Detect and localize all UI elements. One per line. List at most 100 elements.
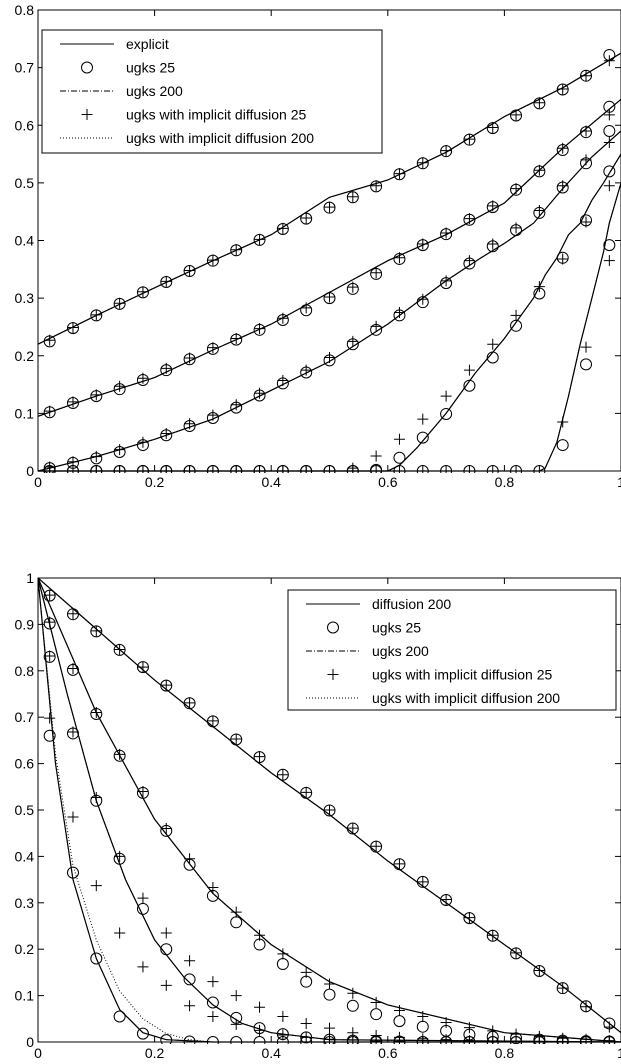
implicit-diffusion-25-point (440, 1036, 452, 1044)
plot-area (38, 48, 621, 473)
implicit-diffusion-25-point (207, 881, 219, 893)
implicit-diffusion-25-point (114, 643, 126, 655)
x-tick-label: 1 (617, 1045, 621, 1061)
implicit-diffusion-25-point (580, 154, 592, 166)
implicit-diffusion-25-point (300, 212, 312, 224)
implicit-diffusion-25-point (510, 1036, 522, 1044)
implicit-diffusion-25-point (137, 892, 149, 904)
implicit-diffusion-25-point (370, 180, 382, 192)
implicit-diffusion-25-point (184, 465, 196, 473)
implicit-diffusion-25-point (417, 1010, 429, 1022)
implicit-diffusion-25-point (300, 465, 312, 473)
implicit-diffusion-25-point (603, 137, 615, 149)
ugks-25-point (603, 239, 616, 252)
implicit-diffusion-25-point (557, 1036, 569, 1044)
implicit-diffusion-25-point (230, 465, 242, 473)
implicit-diffusion-25-point (300, 966, 312, 978)
ugks-25-point (183, 1035, 196, 1044)
implicit-diffusion-25-point (557, 142, 569, 154)
implicit-diffusion-25-point (114, 297, 126, 309)
legend-label: ugks 200 (126, 83, 183, 99)
implicit-diffusion-25-point (440, 145, 452, 157)
legend-label: ugks with implicit diffusion 200 (372, 690, 560, 706)
implicit-diffusion-25-point (417, 238, 429, 250)
ugks-25-point (206, 996, 219, 1009)
ugks-25-point (90, 952, 103, 965)
implicit-diffusion-25-point (393, 307, 405, 319)
ugks-25-point (183, 973, 196, 986)
implicit-diffusion-25-point (533, 164, 545, 176)
y-tick-label: 0 (26, 463, 34, 479)
implicit-diffusion-25-point (557, 416, 569, 428)
ugks-25-point (253, 1036, 266, 1044)
implicit-diffusion-25-point (393, 1004, 405, 1016)
implicit-diffusion-25-point (67, 726, 79, 738)
implicit-diffusion-25-point (463, 1036, 475, 1044)
implicit-diffusion-25-point (324, 804, 335, 816)
ugks-25-point (393, 451, 406, 464)
reference-curve (38, 182, 621, 472)
x-tick-label: 0.8 (495, 474, 515, 490)
implicit-diffusion-25-point (114, 850, 126, 862)
y-tick-label: 0.9 (15, 616, 35, 632)
implicit-diffusion-25-point (254, 465, 266, 473)
implicit-diffusion-25-point (370, 997, 382, 1009)
implicit-diffusion-25-point (324, 1022, 335, 1034)
implicit-diffusion-25-point (137, 372, 149, 384)
implicit-diffusion-25-point (160, 362, 172, 374)
implicit-diffusion-25-point (137, 785, 149, 797)
implicit-diffusion-25-point (90, 451, 102, 463)
implicit-diffusion-25-point (603, 1021, 615, 1033)
y-tick-label: 0 (26, 1034, 34, 1050)
implicit-diffusion-25-point (184, 853, 196, 865)
implicit-diffusion-25-point (440, 465, 452, 473)
ugks-25-point (113, 1010, 126, 1023)
implicit-diffusion-25-point (230, 332, 242, 344)
y-tick-label: 0.2 (15, 348, 35, 364)
implicit-diffusion-25-point (184, 352, 196, 364)
y-tick-label: 0.4 (15, 233, 35, 249)
y-tick-label: 0.1 (15, 405, 35, 421)
implicit-diffusion-25-point (370, 465, 382, 473)
implicit-diffusion-25-point (487, 238, 499, 250)
ugks-25-point (276, 958, 289, 971)
x-tick-label: 0 (34, 1045, 42, 1061)
implicit-diffusion-25-point (184, 955, 196, 967)
implicit-diffusion-25-point (114, 465, 126, 473)
ugks-25-point (416, 431, 429, 444)
ugks-25-point (43, 729, 56, 742)
implicit-diffusion-25-point (533, 965, 545, 977)
y-tick-label: 0.1 (15, 988, 35, 1004)
implicit-diffusion-25-point (580, 1001, 592, 1013)
implicit-diffusion-25-point (114, 444, 126, 456)
ugks-25-point (440, 407, 453, 420)
implicit-diffusion-25-point (324, 291, 335, 303)
implicit-diffusion-25-point (557, 253, 569, 265)
legend-label: ugks 200 (372, 643, 429, 659)
legend-label: ugks with implicit diffusion 25 (372, 667, 552, 683)
implicit-diffusion-25-point (440, 894, 452, 906)
implicit-diffusion-200-curve (38, 577, 213, 1043)
implicit-diffusion-25-point (207, 465, 219, 473)
implicit-diffusion-25-point (184, 697, 196, 709)
implicit-diffusion-200-curve (38, 52, 621, 345)
ugks-25-point (230, 1036, 243, 1044)
implicit-diffusion-25-point (463, 364, 475, 376)
implicit-diffusion-25-point (533, 205, 545, 217)
implicit-diffusion-25-point (160, 428, 172, 440)
y-tick-label: 0.7 (15, 60, 35, 76)
legend-label: explicit (126, 36, 169, 52)
implicit-diffusion-25-point (254, 1001, 266, 1013)
implicit-diffusion-25-point (603, 1036, 615, 1044)
implicit-diffusion-25-point (90, 465, 102, 473)
implicit-diffusion-25-point (533, 97, 545, 109)
implicit-diffusion-25-point (580, 341, 592, 353)
ugks-25-point (160, 1034, 173, 1044)
legend-label: ugks with implicit diffusion 25 (126, 107, 306, 123)
implicit-diffusion-25-point (510, 222, 522, 234)
implicit-diffusion-25-point (510, 309, 522, 321)
implicit-diffusion-25-point (580, 216, 592, 228)
x-tick-label: 0.6 (378, 474, 398, 490)
ugks-25-point (323, 988, 336, 1001)
implicit-diffusion-25-point (277, 312, 289, 324)
